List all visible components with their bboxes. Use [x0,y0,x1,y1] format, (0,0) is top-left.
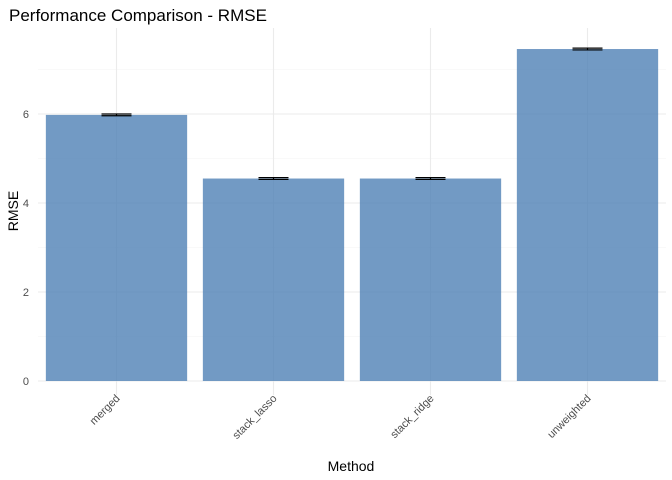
error-bar-layer [101,47,603,181]
bar-merged [45,114,188,381]
x-tick-label-unweighted: unweighted [545,393,593,441]
chart-title: Performance Comparison - RMSE [9,6,267,25]
x-tick-labels: merged stack_lasso stack_ridge unweighted [88,393,594,442]
bar-layer [45,49,659,381]
error-bar-unweighted [572,47,603,51]
y-tick-label: 0 [23,376,29,388]
y-tick-label: 6 [23,109,29,121]
y-axis-title: RMSE [5,191,21,231]
x-tick-label-merged: merged [88,393,123,428]
bar-stack_lasso [202,178,345,381]
x-tick-label-stack_lasso: stack_lasso [230,393,279,442]
error-bar-stack_lasso [258,177,289,181]
y-tick-labels: 0 2 4 6 [23,109,29,388]
bar-unweighted [516,49,659,381]
error-bar-stack_ridge [415,177,446,181]
error-bar-merged [101,113,132,117]
x-axis-title: Method [328,458,375,474]
y-tick-label: 2 [23,287,29,299]
y-tick-label: 4 [23,198,29,210]
bar-stack_ridge [359,178,502,381]
x-tick-label-stack_ridge: stack_ridge [388,393,436,441]
